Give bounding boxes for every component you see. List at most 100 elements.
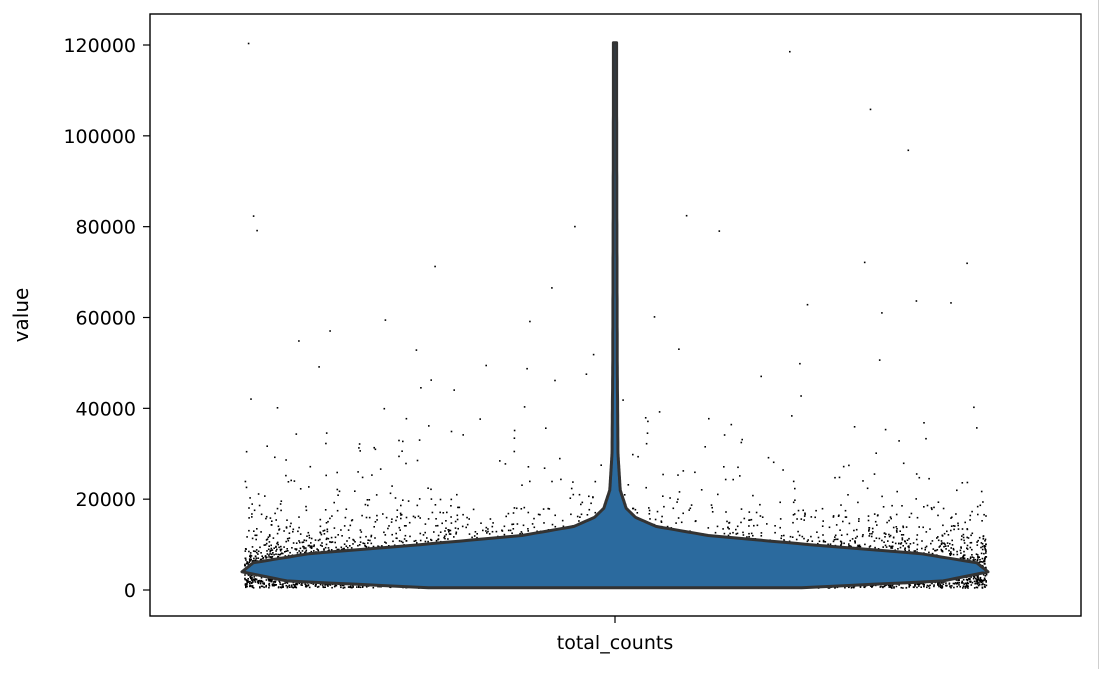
data-point: [869, 533, 871, 535]
data-point: [299, 488, 302, 490]
data-point: [259, 581, 261, 583]
data-point: [675, 522, 677, 524]
data-point: [391, 485, 393, 487]
data-point: [343, 525, 346, 527]
data-point: [916, 516, 919, 519]
data-point: [396, 537, 398, 540]
data-point: [551, 523, 554, 526]
data-point: [842, 465, 845, 468]
data-point: [976, 554, 979, 556]
data-point: [887, 584, 890, 587]
data-point: [265, 515, 268, 518]
data-point: [654, 518, 657, 521]
data-point: [448, 529, 450, 531]
data-point: [449, 529, 452, 532]
data-point: [313, 545, 315, 548]
data-point: [984, 575, 987, 577]
data-point: [957, 579, 959, 582]
data-point: [866, 487, 869, 490]
data-point: [984, 578, 986, 581]
data-point: [299, 547, 302, 550]
data-point: [588, 495, 590, 498]
data-point: [248, 558, 251, 560]
data-point: [978, 582, 980, 584]
data-point: [980, 546, 982, 549]
data-point: [409, 535, 411, 538]
data-point: [365, 535, 367, 538]
data-point: [385, 542, 387, 544]
data-point: [244, 557, 247, 560]
data-point: [760, 535, 763, 537]
data-point: [962, 536, 965, 539]
data-point: [682, 512, 684, 515]
data-point: [533, 517, 535, 520]
data-point: [822, 540, 825, 543]
data-point: [405, 525, 407, 527]
data-point: [244, 550, 247, 552]
data-point: [933, 585, 935, 588]
data-point: [910, 512, 913, 515]
data-point: [294, 584, 296, 587]
data-point: [276, 542, 278, 545]
data-point: [759, 515, 762, 517]
data-point: [962, 533, 965, 536]
data-point: [268, 579, 270, 582]
data-point: [788, 540, 791, 543]
data-point: [543, 522, 545, 524]
data-point: [976, 541, 978, 543]
data-point: [531, 523, 534, 525]
data-point: [342, 584, 345, 587]
data-point: [636, 512, 639, 514]
data-point: [923, 506, 925, 508]
data-point: [450, 516, 452, 518]
data-point: [581, 501, 584, 504]
data-point: [286, 582, 289, 584]
data-point: [275, 584, 277, 586]
data-point: [265, 586, 267, 588]
data-point: [471, 536, 473, 539]
data-point: [730, 423, 733, 426]
data-point: [960, 546, 962, 548]
data-point: [336, 471, 338, 474]
data-point: [902, 534, 905, 536]
data-point: [940, 543, 943, 546]
data-point: [273, 547, 275, 549]
data-point: [272, 581, 275, 583]
data-point: [310, 542, 312, 544]
data-point: [892, 526, 895, 529]
data-point: [317, 539, 320, 542]
data-point: [361, 476, 364, 479]
data-point: [276, 532, 279, 535]
data-point: [649, 518, 651, 520]
data-point: [520, 508, 523, 510]
data-point: [287, 550, 289, 552]
data-point: [313, 550, 315, 552]
data-point: [473, 535, 476, 537]
data-point: [891, 545, 894, 548]
data-point: [966, 586, 968, 588]
data-point: [418, 439, 421, 441]
data-point: [256, 528, 258, 530]
data-point: [284, 555, 287, 557]
data-point: [586, 514, 589, 516]
data-point: [844, 586, 846, 589]
data-point: [495, 530, 498, 533]
data-point: [941, 586, 944, 588]
data-point: [728, 528, 730, 530]
data-point: [970, 534, 972, 537]
data-point: [885, 533, 887, 535]
data-point: [358, 443, 361, 445]
data-point: [594, 480, 597, 483]
data-point: [742, 534, 745, 536]
data-point: [373, 526, 375, 528]
data-point: [942, 507, 945, 510]
data-point: [244, 480, 247, 483]
data-point: [966, 548, 969, 550]
data-point: [979, 577, 982, 580]
data-point: [330, 541, 333, 544]
data-point: [349, 524, 352, 527]
data-point: [940, 548, 943, 551]
data-point: [468, 518, 470, 520]
data-point: [249, 559, 251, 561]
data-point: [904, 547, 906, 549]
